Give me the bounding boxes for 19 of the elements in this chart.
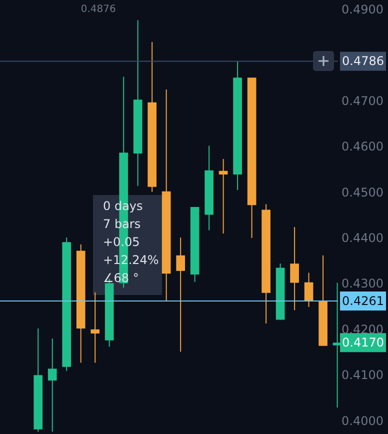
y-tick-label: 0.4700: [342, 94, 384, 108]
candlestick: [48, 338, 57, 432]
candlestick: [290, 226, 299, 311]
y-tick-label: 0.4100: [342, 368, 384, 382]
annotation: 0.4170: [342, 336, 384, 350]
y-tick-label: 0.4300: [342, 276, 384, 291]
y-tick-label: 0.4400: [342, 231, 384, 246]
y-tick-label: 0.4600: [342, 140, 384, 154]
ref-line-label: 0.4786: [342, 54, 384, 68]
annotation: 0.4876: [80, 4, 116, 16]
candlestick: [90, 292, 100, 364]
y-tick-label: 0.4900: [342, 2, 384, 17]
candlestick: [176, 237, 185, 352]
candlestick: [304, 272, 314, 308]
y-tick-label: 0.4500: [342, 185, 384, 200]
y-tick-label: 0.4000: [342, 414, 384, 428]
ref-line-label: 0.4261: [342, 294, 384, 308]
y-tick-label: 0.4200: [342, 322, 384, 336]
candlestick: [218, 158, 228, 234]
